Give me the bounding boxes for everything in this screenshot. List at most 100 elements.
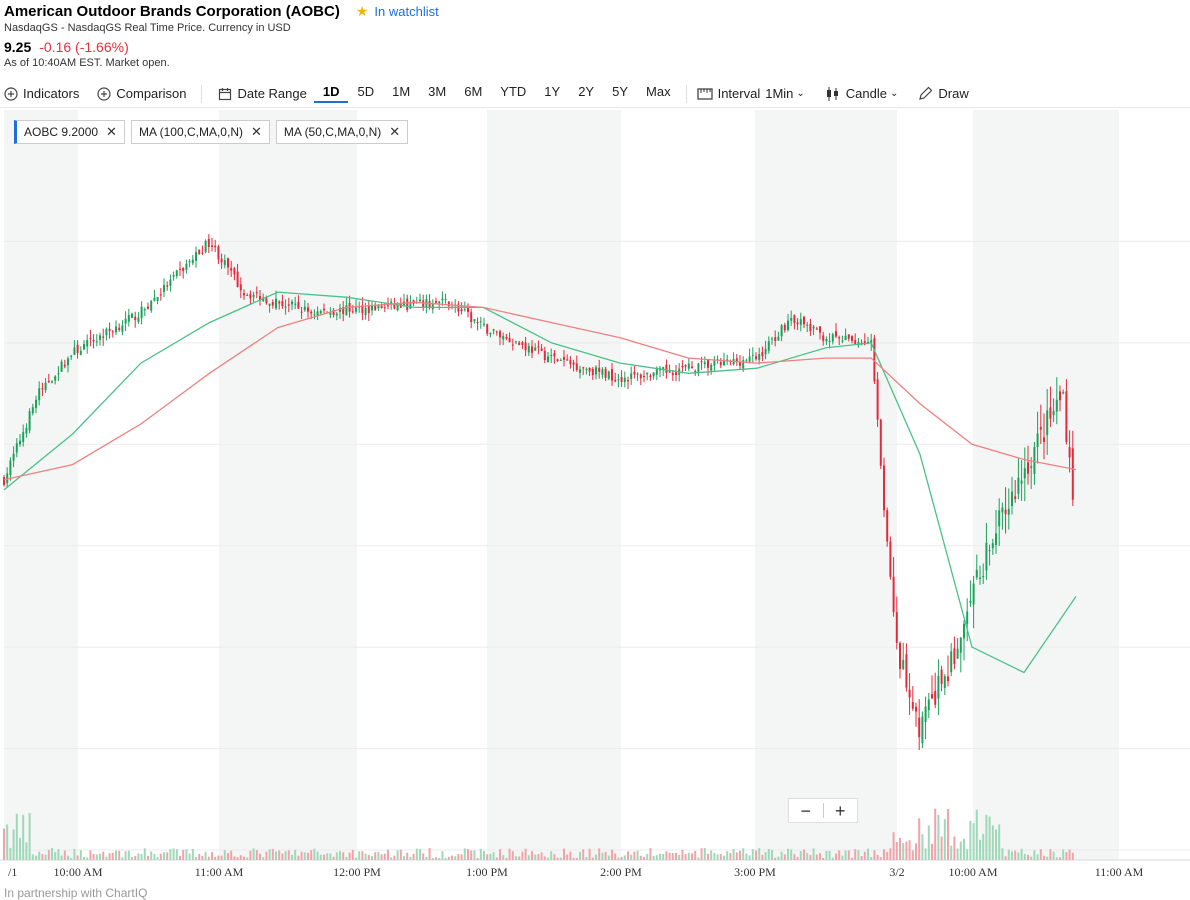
candle-body [534, 347, 537, 351]
candle-body [671, 372, 674, 376]
volume-bar [505, 857, 508, 860]
indicators-button[interactable]: Indicators [4, 86, 79, 101]
volume-bar [310, 850, 313, 860]
volume-bar [70, 857, 73, 860]
time-tick-label: 1:00 PM [466, 865, 508, 879]
volume-bar [790, 849, 793, 860]
candle-body [591, 368, 594, 376]
volume-bar [841, 855, 844, 860]
volume-bar [819, 853, 821, 860]
draw-button[interactable]: Draw [918, 86, 969, 101]
candle-body [351, 311, 354, 313]
candle-body [969, 600, 972, 603]
candle-body [1039, 426, 1042, 430]
close-icon[interactable]: ✕ [106, 124, 117, 139]
volume-bar [156, 857, 159, 860]
volume-bar [646, 853, 649, 860]
volume-bar [35, 855, 37, 860]
candle-body [12, 453, 15, 461]
interval-button[interactable]: Interval 1Min ⌄ [696, 86, 805, 101]
volume-bar [140, 854, 143, 860]
volume-bar [1014, 850, 1017, 860]
volume-bar [671, 853, 674, 860]
comparison-button[interactable]: Comparison [97, 86, 186, 101]
date-range-button[interactable]: Date Range [218, 86, 307, 101]
candle-body [774, 337, 777, 341]
volume-bar [351, 849, 354, 860]
candle-body [479, 321, 482, 323]
candle-body [38, 388, 41, 401]
time-tick-label: 11:00 AM [195, 865, 244, 879]
volume-bar [121, 857, 124, 860]
volume-bar [463, 848, 466, 860]
range-1y[interactable]: 1Y [544, 84, 561, 99]
volume-bar [547, 857, 549, 860]
range-5d[interactable]: 5D [357, 84, 375, 99]
volume-bar [38, 851, 41, 860]
range-2y[interactable]: 2Y [578, 84, 595, 99]
candle-body [927, 699, 930, 711]
time-tick-label: 10:00 AM [53, 865, 102, 879]
close-icon[interactable]: ✕ [389, 124, 401, 139]
volume-bar [191, 849, 194, 860]
candle-body [393, 304, 396, 309]
date-range-label: Date Range [237, 86, 307, 101]
chart-type-button[interactable]: Candle ⌄ [825, 86, 898, 102]
volume-bar [284, 851, 287, 860]
volume-bar [118, 850, 121, 860]
volume-bar [143, 848, 146, 860]
volume-bar [252, 848, 255, 860]
volume-bar [921, 834, 924, 860]
candle-body [630, 373, 633, 379]
candle-body [201, 252, 204, 254]
candle-body [822, 335, 825, 341]
range-1d[interactable]: 1D [313, 84, 349, 103]
time-band [973, 110, 1119, 860]
zoom-in-button[interactable]: + [834, 800, 846, 821]
volume-bar [803, 849, 805, 860]
volume-bar [995, 829, 997, 860]
series-tag-aobc[interactable]: AOBC 9.2000 ✕ [14, 120, 125, 144]
volume-bar [787, 848, 789, 860]
candle-body [249, 294, 252, 299]
volume-bar [991, 825, 994, 860]
volume-bar [1004, 856, 1007, 860]
volume-bar [604, 851, 607, 860]
volume-bar [223, 850, 226, 860]
series-tag-ma100[interactable]: MA (100,C,MA,0,N) ✕ [130, 120, 270, 144]
time-band [487, 110, 621, 860]
range-max[interactable]: Max [646, 84, 671, 99]
range-6m[interactable]: 6M [464, 84, 483, 99]
candle-body [841, 340, 844, 342]
range-3m[interactable]: 3M [428, 84, 447, 99]
candle-body [595, 367, 597, 375]
zoom-out-button[interactable]: − [800, 800, 811, 821]
star-icon: ★ [355, 2, 369, 19]
volume-bar [300, 851, 303, 860]
price-chart[interactable]: /1 10:00 AM 11:00 AM 12:00 PM 1:00 PM 2:00 PM… [0, 110, 1190, 886]
candle-body [419, 299, 421, 302]
range-1m[interactable]: 1M [392, 84, 411, 99]
candle-body [646, 372, 649, 375]
candle-body [243, 293, 245, 296]
candle-body [198, 249, 201, 254]
volume-bar [47, 849, 50, 860]
range-ytd[interactable]: YTD [500, 84, 527, 99]
range-5y[interactable]: 5Y [612, 84, 629, 99]
candle-body [1014, 496, 1017, 500]
candle-body [95, 341, 98, 343]
candle-body [959, 637, 962, 653]
candle-body [489, 332, 492, 335]
candle-body [931, 694, 933, 699]
series-tag-ma50[interactable]: MA (50,C,MA,0,N) ✕ [275, 120, 409, 144]
volume-bar [409, 856, 412, 860]
candle-body [569, 360, 572, 364]
candle-body [44, 382, 47, 390]
close-icon[interactable]: ✕ [250, 124, 262, 139]
volume-bar [92, 854, 95, 860]
volume-bar [214, 856, 217, 860]
candle-body [790, 318, 793, 321]
volume-bar [524, 848, 527, 860]
candle-body [143, 309, 146, 311]
watchlist-button[interactable]: ★ In watchlist [356, 3, 439, 20]
